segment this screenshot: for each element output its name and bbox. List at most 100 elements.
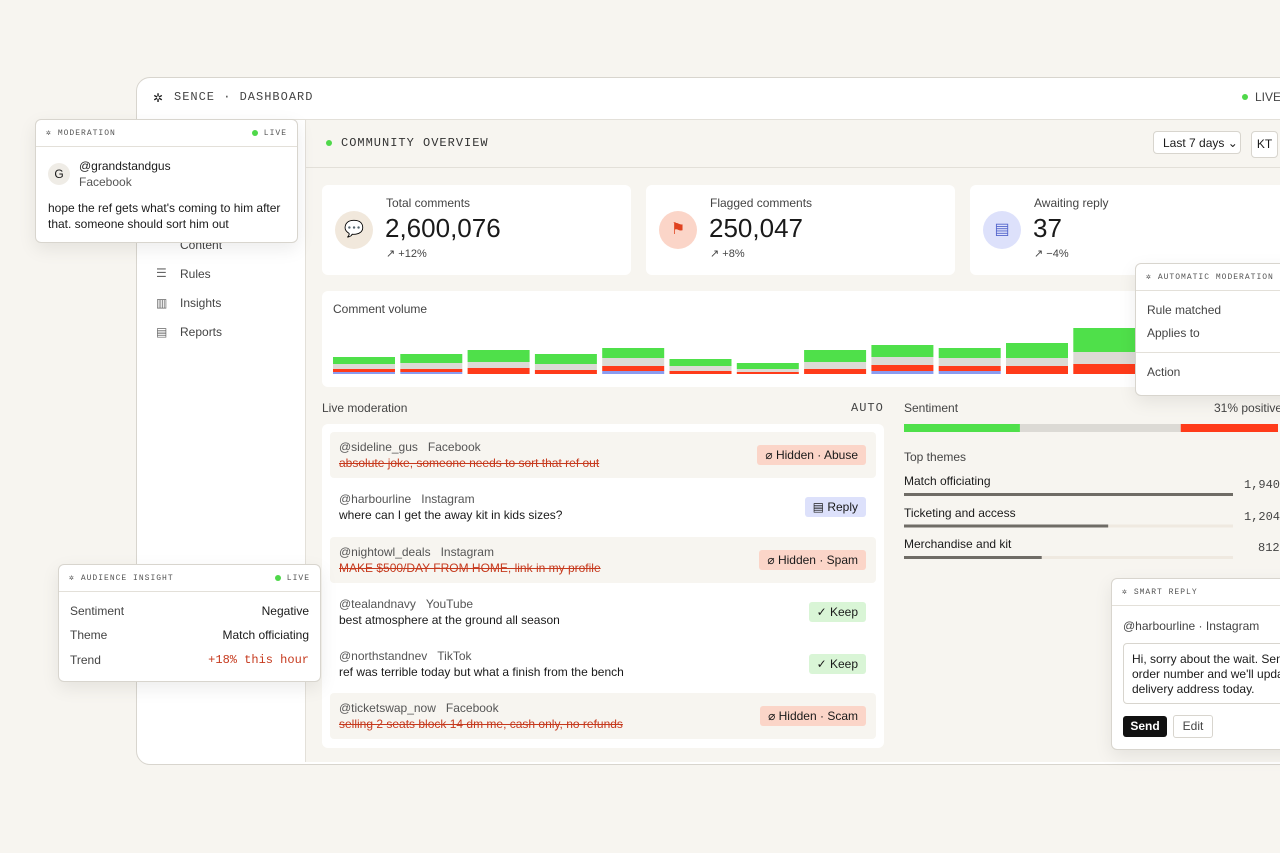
section-title: Live moderation [322,401,408,415]
volume-segment [1006,358,1068,366]
status: Reply [827,500,858,514]
volume-segment [467,362,530,368]
send-button[interactable]: Send [1123,716,1167,737]
volume-segment [804,350,867,362]
handle: @grandstandgus [79,159,171,173]
divider [305,120,306,762]
comment-row: @ticketswap_now Facebook selling 2 seats … [330,693,876,739]
handle: @northstandnev [339,649,428,663]
comment: hope the ref gets what's coming to him a… [48,201,281,231]
stat-label: Awaiting reply [1034,196,1109,210]
comment: where can I get the away kit in kids siz… [339,508,563,522]
status: Hidden · Scam [778,709,858,723]
status: Hidden · Abuse [775,448,858,462]
volume-card: Comment volume [322,291,1280,387]
theme-name: Match officiating [904,474,991,488]
edit-button[interactable]: Edit [1173,715,1213,738]
comment: ref was terrible today but what a finish… [339,665,624,679]
key: Rule matched [1147,303,1222,317]
draft[interactable]: Hi, sorry about the wait. Sen order numbe… [1123,643,1280,704]
volume-segment [669,366,732,371]
nav-item[interactable]: Rules [180,267,211,281]
sentiment-summary: 31% positive [1214,401,1280,415]
platform: Facebook [445,701,499,715]
page-title: COMMUNITY OVERVIEW [341,136,489,150]
comment: best atmosphere at the ground all season [339,613,560,627]
volume-segment [400,369,463,372]
brand: SENCE · DASHBOARD [174,90,314,104]
stat-change: +8% [722,248,745,260]
volume-segment [333,372,395,374]
key: Trend [70,653,101,667]
volume-segment [1073,364,1136,374]
theme-bar [904,493,1233,496]
nav-icon: ▥ [156,296,168,310]
context: @harbourline · Instagram [1123,619,1260,633]
theme-name: Merchandise and kit [904,537,1012,551]
volume-segment [736,363,799,369]
handle: @harbourline [339,492,412,506]
stat-value: 37 [1033,213,1062,243]
comment-row: @northstandnev TikTok ref was terrible to… [330,641,876,687]
volume-segment [669,359,732,366]
comment: MAKE $500/DAY FROM HOME, link in my prof… [339,561,601,575]
nav-item[interactable]: Reports [180,325,223,339]
val: Match officiating [222,628,310,642]
live-dot [326,140,332,146]
smart-reply: ✲ SMART REPLY @harbourline · Instagram H… [1111,578,1280,750]
volume-segment [804,362,867,369]
stat-card: ▤ Awaiting reply 37 ↗ −4% [970,185,1280,275]
key: Applies to [1147,326,1200,340]
comment-row: @sideline_gus Facebook absolute joke, som… [330,432,876,478]
theme-value: 1,940 [1244,478,1280,492]
platform: TikTok [437,649,472,663]
moderation-list: @sideline_gus Facebook absolute joke, som… [322,424,884,748]
volume-segment [534,364,597,370]
logo: ✲ [153,91,164,105]
val: +18% this hour [208,653,309,667]
chart-title: Comment volume [333,302,428,316]
comment: selling 2 seats block 14 dm me, cash onl… [339,717,623,731]
status: LIVE [1255,90,1280,104]
volume-segment [467,350,530,362]
volume-segment [1006,343,1068,358]
volume-segment [400,363,463,369]
handle: @tealandnavy [339,597,416,611]
volume-chart [333,328,1136,374]
volume-segment [333,369,395,372]
volume-segment [1073,328,1136,352]
stat-label: Flagged comments [710,196,813,210]
sentiment-segment [1180,424,1278,432]
stat-change: +12% [398,248,427,260]
draft-line: Hi, sorry about the wait. Sen [1132,652,1280,666]
volume-segment [736,372,799,374]
automatic-moderation: ✲ AUTOMATIC MODERATION Rule matched Appl… [1135,263,1280,396]
mode: AUTO [851,401,884,415]
nav-item[interactable]: Insights [180,296,222,310]
volume-segment [1073,352,1136,364]
volume-segment [602,366,665,371]
avatar[interactable]: KT [1251,131,1278,158]
volume-segment [871,371,934,374]
handle: @ticketswap_now [339,701,436,715]
theme-value: 1,204 [1244,510,1280,524]
platform: Facebook [427,440,481,454]
comment: absolute joke, someone needs to sort tha… [339,456,600,470]
card-title: AUDIENCE INSIGHT [80,573,174,583]
stat-change: −4% [1046,248,1069,260]
draft-line: delivery address today. [1132,682,1255,696]
volume-segment [534,354,597,364]
stat-label: Total comments [386,196,471,210]
platform: Instagram [440,545,494,559]
status: LIVE [286,573,310,583]
volume-segment [534,370,597,374]
range-select[interactable]: Last 7 days ⌄ [1153,131,1241,154]
platform: Instagram [421,492,475,506]
status: LIVE [263,128,287,138]
volume-segment [669,371,732,374]
volume-segment [602,371,665,374]
volume-segment [871,345,934,357]
stat-card: 💬 Total comments 2,600,076 ↗ +12% [322,185,631,275]
draft-line: order number and we'll upda [1132,667,1280,681]
